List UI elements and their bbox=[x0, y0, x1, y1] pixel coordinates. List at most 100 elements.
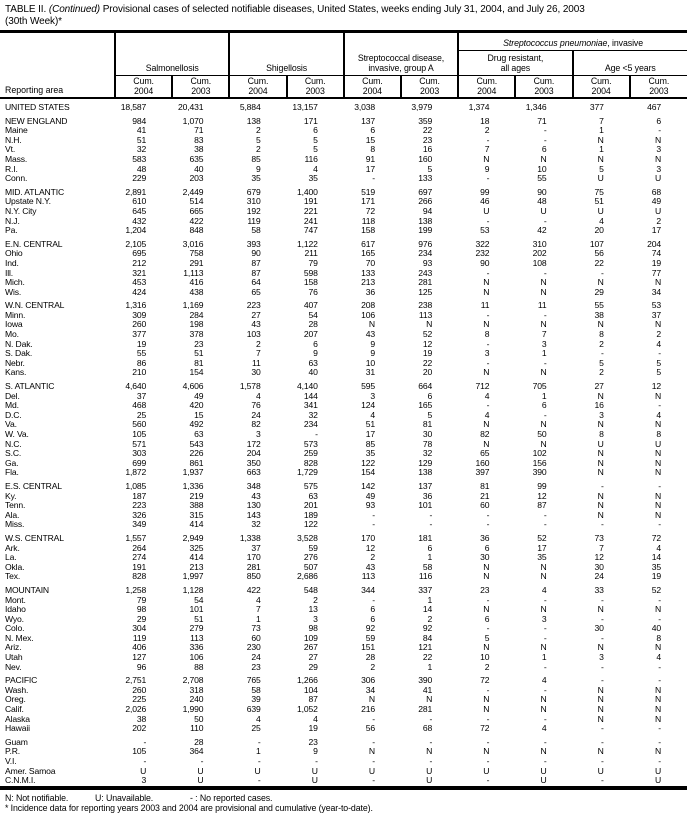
value-cell: 414 bbox=[189, 553, 204, 563]
value-cell: 137 bbox=[361, 115, 375, 126]
value-cell: 1,052 bbox=[297, 705, 318, 715]
reporting-area-cell: S. ATLANTIC bbox=[5, 381, 55, 392]
value-cell: 571 bbox=[132, 439, 147, 449]
value-cell: 5 bbox=[599, 164, 604, 174]
value-cell: 4 bbox=[255, 714, 261, 724]
value-cell: 51 bbox=[194, 349, 204, 359]
value-cell: 56 bbox=[365, 724, 375, 734]
table-row: N.H. 51 83 5 5 15 23 - - N N bbox=[0, 136, 687, 146]
value-cell: 758 bbox=[189, 249, 204, 259]
value-cell: 154 bbox=[189, 368, 204, 378]
value-cell: - bbox=[658, 126, 661, 136]
value-cell: 14 bbox=[422, 605, 433, 615]
value-cell: 6 bbox=[427, 391, 433, 401]
value-cell: 65 bbox=[480, 449, 490, 459]
reporting-area-cell: N.C. bbox=[5, 439, 22, 449]
value-cell: - bbox=[372, 757, 375, 766]
table-row: PACIFIC 2,751 2,708 765 1,266 306 390 72 4 - - bbox=[0, 672, 687, 686]
value-cell: 160 bbox=[418, 154, 433, 164]
value-cell: 189 bbox=[303, 510, 318, 520]
value-cell: - bbox=[543, 126, 547, 136]
value-cell: 50 bbox=[194, 714, 204, 724]
value-cell: 665 bbox=[189, 206, 204, 216]
value-cell: 113 bbox=[361, 572, 375, 582]
table-title: TABLE II. (Continued) Provisional cases … bbox=[0, 3, 687, 30]
reporting-area-cell: D.C. bbox=[5, 410, 22, 420]
value-cell: - bbox=[486, 174, 490, 184]
value-cell: 109 bbox=[303, 633, 318, 643]
value-cell: 1,336 bbox=[182, 480, 204, 491]
value-cell: 192 bbox=[246, 206, 261, 216]
reporting-area-cell: S.C. bbox=[5, 449, 22, 459]
table-row: Pa. 1,204 848 58 747 158 199 53 42 20 17 bbox=[0, 226, 687, 236]
value-cell: 407 bbox=[303, 300, 318, 311]
value-cell: N bbox=[483, 695, 490, 705]
value-cell: 34 bbox=[651, 287, 661, 297]
value-cell: 976 bbox=[418, 238, 433, 249]
value-cell: 20 bbox=[594, 226, 604, 236]
value-cell: 51 bbox=[194, 614, 204, 624]
value-cell: 92 bbox=[365, 624, 375, 634]
value-cell: 32 bbox=[136, 145, 147, 155]
value-cell: 53 bbox=[480, 226, 490, 236]
value-cell: 101 bbox=[418, 501, 433, 511]
value-cell: 2 bbox=[370, 662, 375, 672]
value-cell: U bbox=[654, 766, 661, 776]
value-cell: - bbox=[486, 714, 490, 724]
table-row: Ohio 695 758 90 211 165 234 232 202 56 74 bbox=[0, 249, 687, 259]
value-cell: 19 bbox=[308, 724, 318, 734]
reporting-area-cell: Ohio bbox=[5, 249, 23, 259]
value-cell: 93 bbox=[365, 501, 375, 511]
value-cell: 281 bbox=[418, 278, 433, 288]
value-cell: N bbox=[654, 420, 661, 430]
table-row: N. Mex. 119 113 60 109 59 84 5 - - 8 bbox=[0, 634, 687, 644]
table-row: Mont. 79 54 4 2 - 1 - - - - bbox=[0, 596, 687, 606]
value-cell: 122 bbox=[361, 458, 375, 468]
value-cell: 1,997 bbox=[182, 572, 204, 582]
value-cell: 213 bbox=[189, 562, 204, 572]
table-continued: (Continued) bbox=[48, 4, 100, 15]
value-cell: 63 bbox=[308, 491, 318, 501]
value-cell: 325 bbox=[189, 543, 204, 553]
value-cell: - bbox=[486, 736, 490, 747]
value-cell: 63 bbox=[308, 358, 318, 368]
value-cell: 216 bbox=[361, 705, 375, 715]
value-cell: - bbox=[486, 135, 490, 145]
value-cell: 645 bbox=[132, 206, 147, 216]
value-cell: N bbox=[426, 695, 433, 705]
table-row: Tenn. 223 388 130 201 93 101 60 87 N N bbox=[0, 501, 687, 511]
value-cell: 4,140 bbox=[297, 381, 318, 392]
value-cell: 438 bbox=[189, 287, 204, 297]
value-cell: 3,528 bbox=[297, 532, 318, 543]
value-cell: 40 bbox=[308, 368, 318, 378]
value-cell: 1 bbox=[541, 391, 547, 401]
table-row: C.N.M.I. 3 U - U - U - U - U bbox=[0, 776, 687, 788]
value-cell: 23 bbox=[422, 135, 433, 145]
value-cell: 7 bbox=[599, 115, 604, 126]
value-cell: 82 bbox=[480, 430, 490, 439]
value-cell: 158 bbox=[303, 278, 318, 288]
value-cell: N bbox=[540, 420, 547, 430]
value-cell: 1,400 bbox=[297, 186, 318, 197]
reporting-area-cell: La. bbox=[5, 553, 17, 563]
value-cell: N bbox=[540, 287, 547, 297]
value-cell: - bbox=[372, 714, 375, 724]
value-cell: 15 bbox=[194, 410, 204, 420]
table-row: Ind. 212 291 87 79 70 93 90 108 22 19 bbox=[0, 259, 687, 269]
value-cell: 181 bbox=[418, 532, 433, 543]
table-row: MOUNTAIN 1,258 1,128 422 548 344 337 23 4 33 52 bbox=[0, 582, 687, 596]
value-cell: U bbox=[140, 766, 147, 776]
value-cell: - bbox=[486, 268, 490, 278]
value-cell: 79 bbox=[136, 595, 147, 605]
value-cell: 595 bbox=[361, 381, 375, 392]
value-cell: 96 bbox=[136, 662, 147, 672]
value-cell: 663 bbox=[246, 468, 261, 478]
reporting-area-cell: Ill. bbox=[5, 268, 13, 278]
value-cell: 17 bbox=[365, 164, 375, 174]
value-cell: 19 bbox=[651, 258, 661, 268]
value-cell: 18,587 bbox=[120, 102, 147, 112]
value-cell: 93 bbox=[422, 258, 433, 268]
col-header-cum: Cum. 2004 bbox=[113, 75, 173, 99]
value-cell: 5 bbox=[313, 145, 318, 155]
reporting-area-cell: P.R. bbox=[5, 747, 21, 757]
